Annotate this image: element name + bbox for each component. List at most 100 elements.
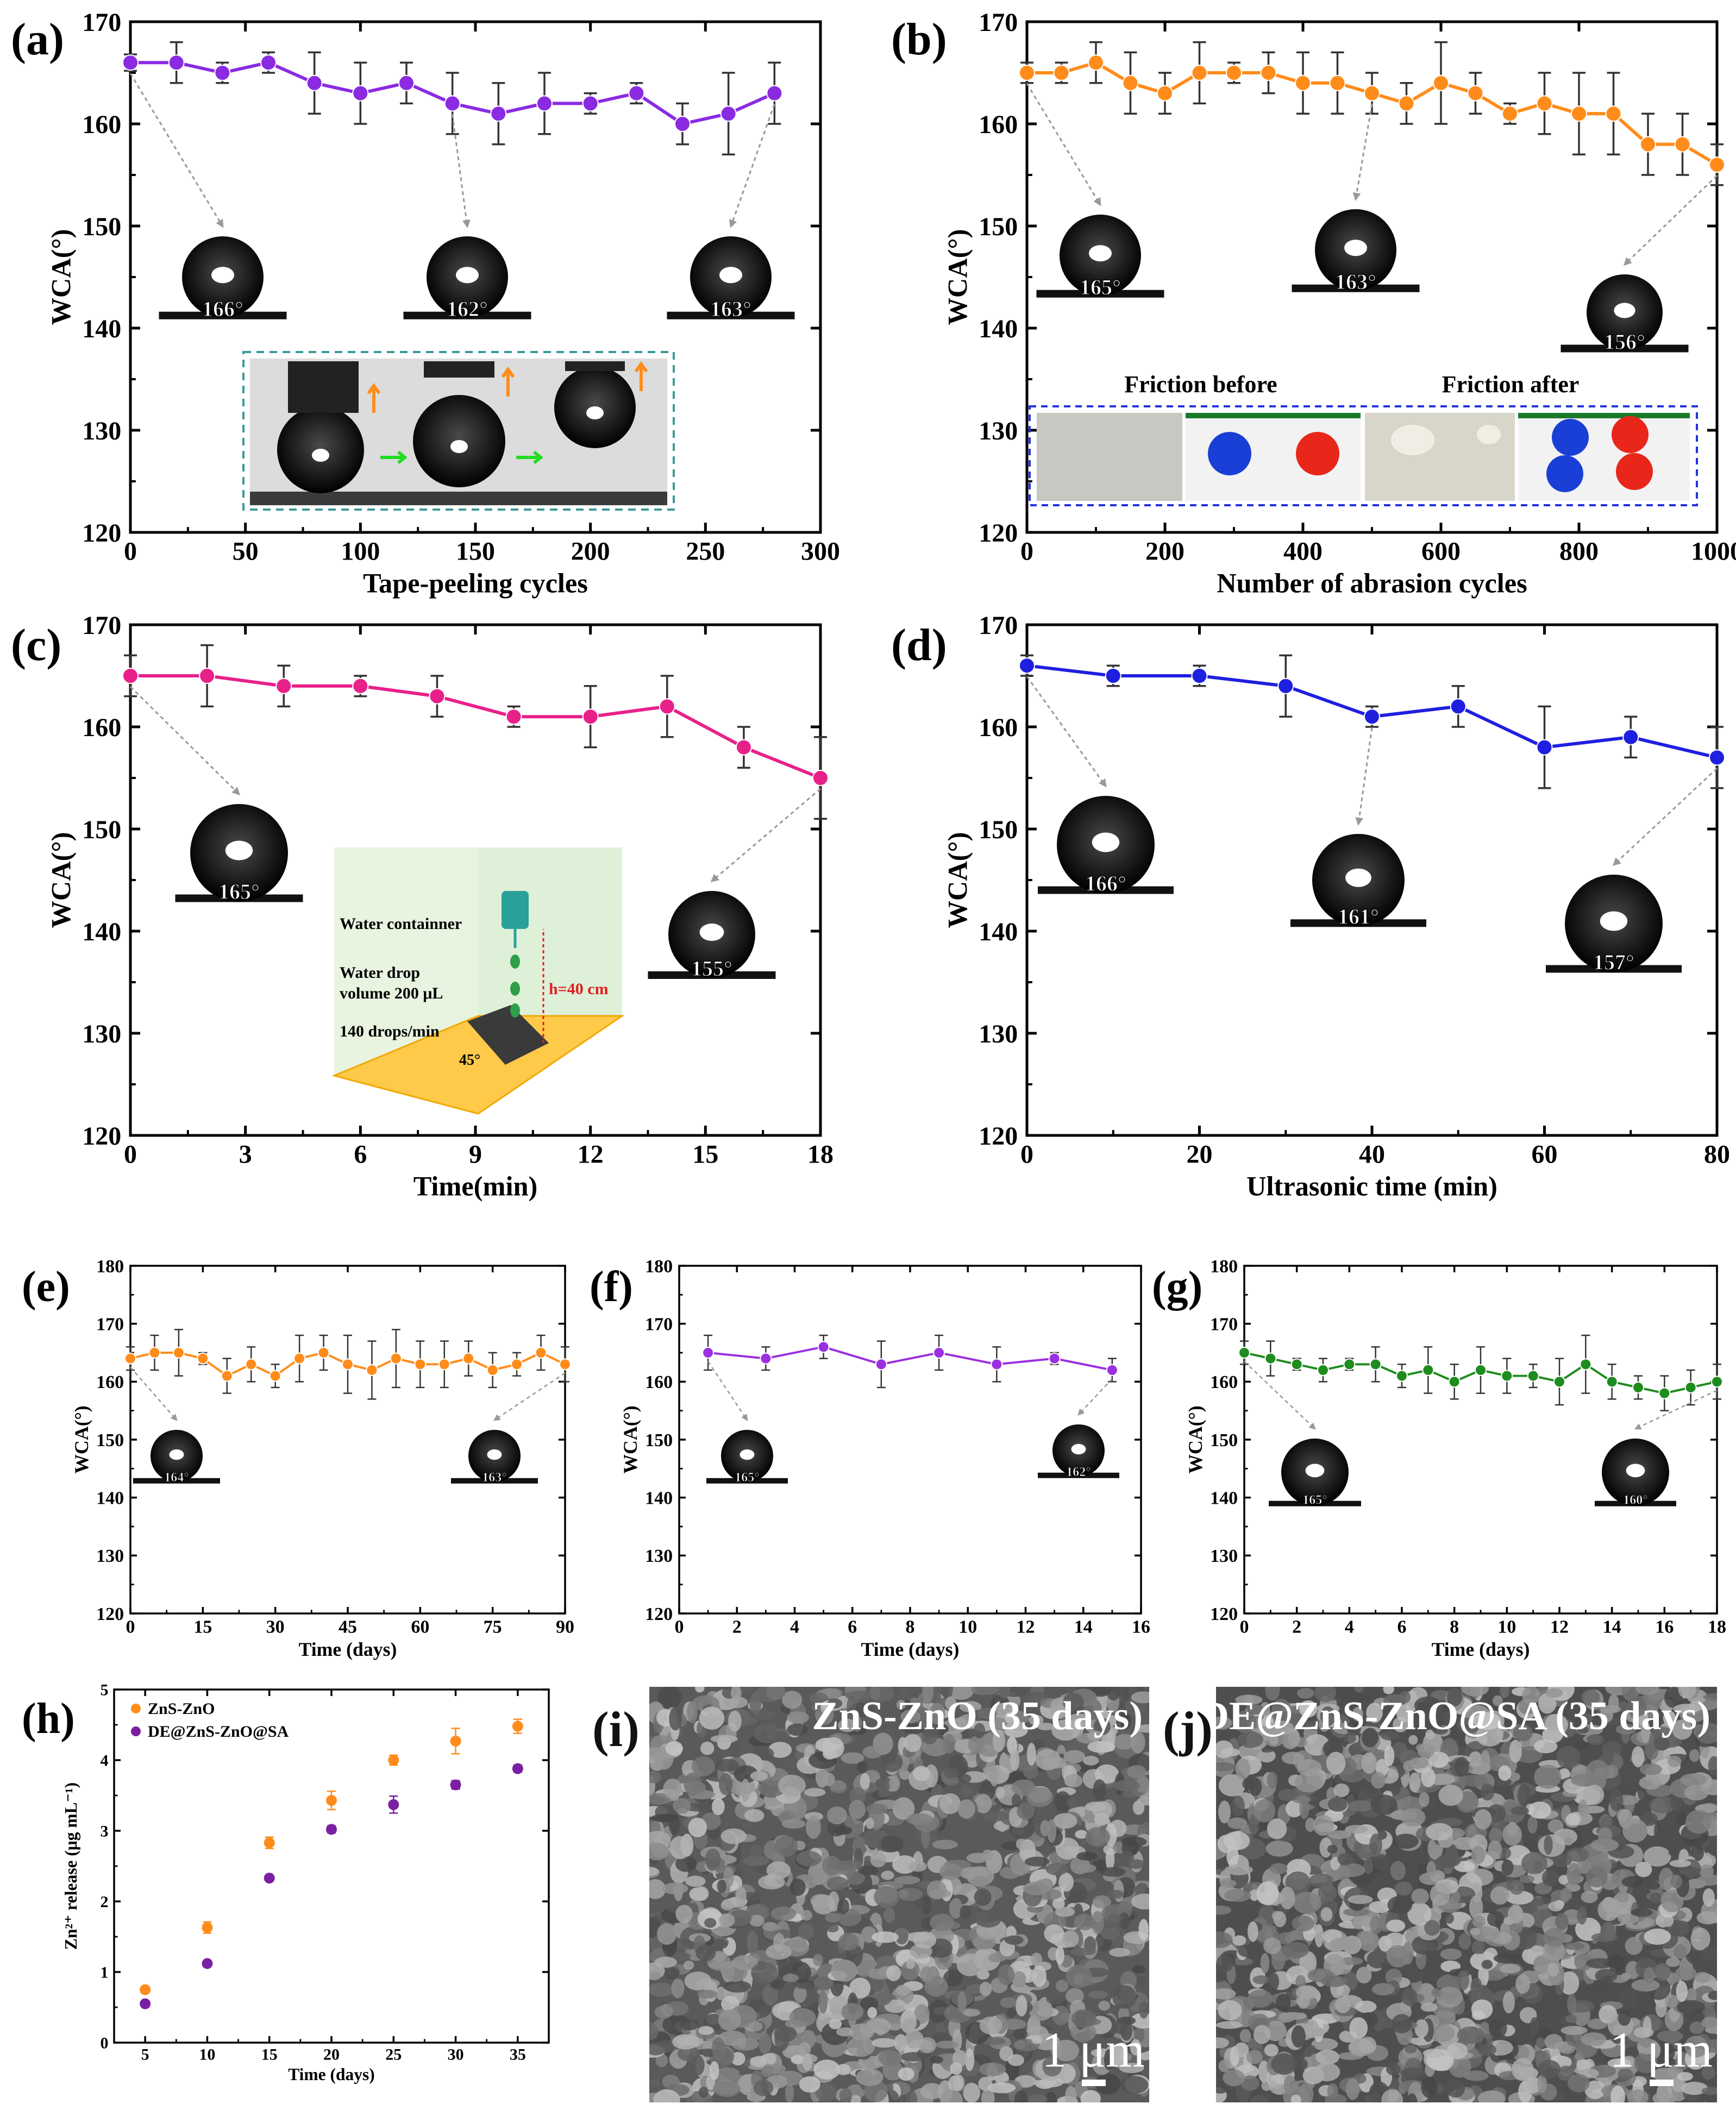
sem-particle xyxy=(1488,1840,1502,1859)
sem-particle xyxy=(1618,1913,1639,1924)
x-tick-label: 10 xyxy=(199,2046,215,2064)
sem-particle xyxy=(1507,1905,1524,1924)
data-point xyxy=(511,1358,523,1371)
sem-particle xyxy=(982,1811,1010,1822)
sem-particle xyxy=(1618,2010,1631,2026)
sem-particle xyxy=(1246,1704,1264,1715)
data-point xyxy=(1433,74,1449,91)
sem-particle xyxy=(753,2080,774,2096)
y-tick-label: 170 xyxy=(979,611,1018,640)
sem-particle xyxy=(929,1999,949,2023)
x-axis-label: Tape-peeling cycles xyxy=(363,568,588,598)
data-point xyxy=(1448,1376,1461,1388)
sem-particle xyxy=(1074,1913,1095,1931)
sem-particle xyxy=(1608,1954,1625,1973)
sem-particle xyxy=(695,1944,716,1962)
sem-particle xyxy=(813,2059,841,2080)
inset-frame xyxy=(242,351,675,511)
sem-particle xyxy=(1521,1852,1547,1875)
x-tick-label: 1000 xyxy=(1691,537,1736,566)
sem-particle xyxy=(1509,1880,1525,1895)
sem-particle xyxy=(1269,1973,1280,1990)
y-tick-label: 140 xyxy=(96,1489,124,1509)
droplet-highlight xyxy=(1305,1464,1325,1478)
sem-particle xyxy=(881,1753,903,1772)
sem-particle xyxy=(1619,1701,1628,1713)
sem-particle xyxy=(795,1981,813,1989)
sem-particle xyxy=(1112,1780,1140,1792)
data-point xyxy=(702,1347,715,1359)
inset-frame xyxy=(1029,405,1698,506)
sem-particle xyxy=(1000,1893,1012,1915)
sem-particle xyxy=(956,1953,984,1976)
sem-particle xyxy=(1689,2021,1704,2034)
sem-particle xyxy=(1580,1713,1593,1724)
sem-particle xyxy=(1267,1818,1287,1839)
x-tick-label: 40 xyxy=(1359,1140,1385,1169)
sem-particle xyxy=(1367,1950,1389,1969)
sem-particle xyxy=(749,2021,763,2032)
sem-particle xyxy=(1315,2049,1340,2065)
panel-label-i: (i) xyxy=(592,1701,640,1757)
sem-particle xyxy=(1670,1874,1682,1889)
sem-particle xyxy=(1348,1800,1374,1812)
sem-particle xyxy=(1235,1758,1251,1780)
sem-particle xyxy=(1277,2014,1294,2023)
data-point xyxy=(1157,85,1173,102)
sem-particle xyxy=(1615,1724,1637,1735)
sem-particle xyxy=(1106,1889,1124,1899)
sem-particle xyxy=(760,1730,788,1742)
sem-particle xyxy=(1455,1756,1469,1777)
data-point xyxy=(260,54,277,71)
sem-particle xyxy=(968,1736,983,1753)
sem-particle xyxy=(904,1734,922,1753)
sem-particle xyxy=(1681,2082,1708,2095)
sem-particle xyxy=(1440,1712,1454,1724)
sem-particle xyxy=(1218,1800,1231,1824)
data-point xyxy=(674,116,691,132)
sem-particle xyxy=(1538,2059,1561,2078)
y-tick-label: 120 xyxy=(82,1122,121,1151)
sem-particle xyxy=(1230,1957,1254,1965)
sem-particle xyxy=(1400,2067,1426,2078)
sem-particle xyxy=(895,1985,910,1996)
sem-particle xyxy=(1345,1825,1368,1834)
sem-particle xyxy=(1559,1971,1580,1995)
sem-particle xyxy=(1673,1944,1687,1959)
sem-particle xyxy=(1345,1693,1371,1703)
data-point xyxy=(1606,1376,1618,1388)
sem-particle xyxy=(1094,2073,1121,2095)
sem-particle xyxy=(868,1687,895,1702)
y-axis-label: WCA(°) xyxy=(46,229,77,325)
sem-particle xyxy=(1607,2058,1631,2068)
data-point xyxy=(306,74,323,91)
sem-particle xyxy=(894,2034,908,2052)
sem-particle xyxy=(906,1958,915,1969)
sem-particle xyxy=(691,2055,705,2076)
sem-particle xyxy=(1295,1975,1306,1988)
sem-particle xyxy=(1640,2037,1653,2048)
sem-particle xyxy=(1070,1948,1096,1956)
y-tick-label: 1 xyxy=(101,1964,109,1982)
sem-particle xyxy=(1538,1693,1557,1714)
droplet-arrow xyxy=(129,686,241,796)
sem-particle xyxy=(1701,2017,1717,2029)
inset-label-before: Friction before xyxy=(1124,371,1277,398)
data-point xyxy=(1501,1370,1513,1382)
y-tick-label: 120 xyxy=(645,1604,673,1624)
sem-particle xyxy=(976,1707,997,1719)
panel-label-j: (j) xyxy=(1163,1701,1213,1757)
sem-particle xyxy=(1536,2037,1545,2048)
sem-particle xyxy=(1044,1924,1064,1943)
sem-particle xyxy=(1585,1958,1614,1969)
sem-particle xyxy=(649,2023,659,2040)
sem-particle xyxy=(1224,1864,1253,1875)
sem-particle xyxy=(1080,2090,1101,2102)
sem-particle xyxy=(1421,2076,1438,2099)
sem-particle xyxy=(1113,2020,1126,2034)
sem-particle xyxy=(1684,1785,1709,1801)
sem-particle xyxy=(744,1808,764,1822)
sem-particle xyxy=(1104,2049,1114,2070)
sem-particle xyxy=(664,1967,680,1980)
sem-particle xyxy=(835,1860,862,1872)
